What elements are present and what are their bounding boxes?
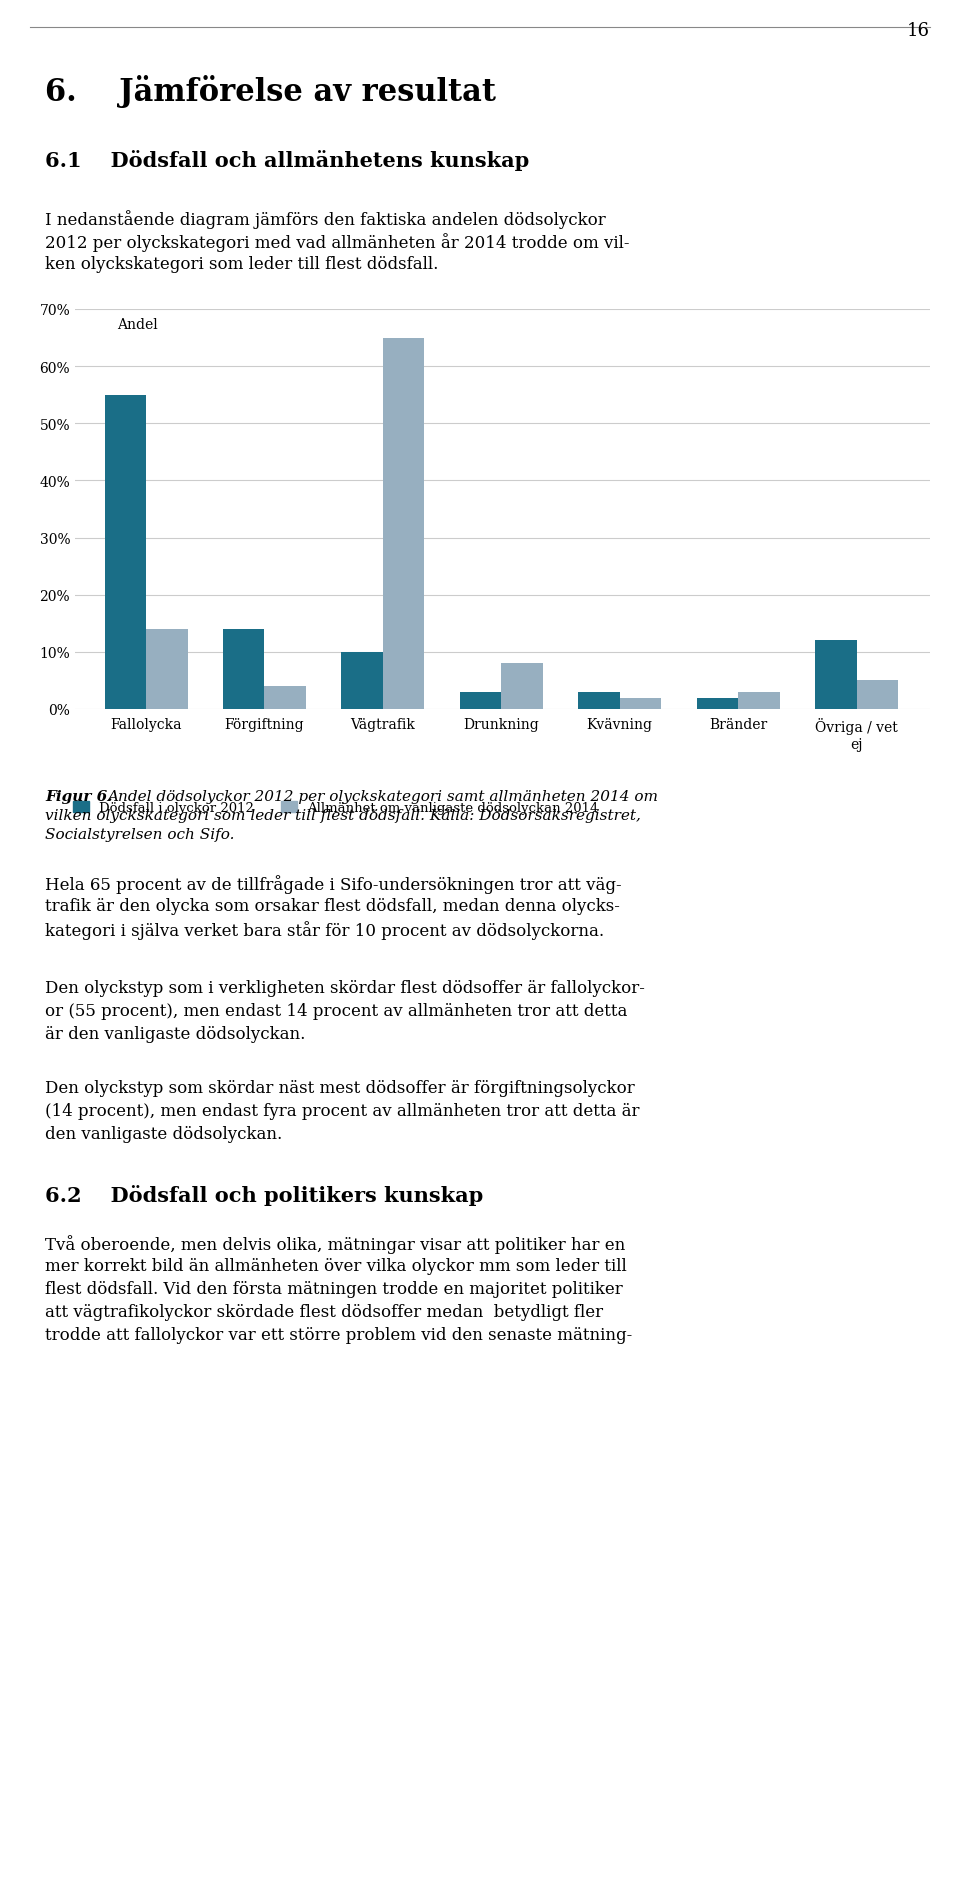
Text: att vägtrafikolyckor skördade flest dödsoffer medan  betydligt fler: att vägtrafikolyckor skördade flest döds… xyxy=(45,1303,603,1320)
Bar xyxy=(223,629,264,710)
Text: I nedanstående diagram jämförs den faktiska andelen dödsolyckor: I nedanstående diagram jämförs den fakti… xyxy=(45,210,606,229)
Text: Figur 6.: Figur 6. xyxy=(45,790,112,803)
Text: mer korrekt bild än allmänheten över vilka olyckor mm som leder till: mer korrekt bild än allmänheten över vil… xyxy=(45,1258,627,1275)
Text: 6.2    Dödsfall och politikers kunskap: 6.2 Dödsfall och politikers kunskap xyxy=(45,1184,483,1205)
Text: Hela 65 procent av de tillfrågade i Sifo-undersökningen tror att väg-: Hela 65 procent av de tillfrågade i Sifo… xyxy=(45,875,622,893)
Text: 6.    Jämförelse av resultat: 6. Jämförelse av resultat xyxy=(45,76,496,108)
Bar xyxy=(105,395,146,710)
Legend: Dödsfall i olyckor 2012, Allmänhet om vanligaste dödsolyckan 2014: Dödsfall i olyckor 2012, Allmänhet om va… xyxy=(73,803,598,814)
Text: 2012 per olyckskategori med vad allmänheten år 2014 trodde om vil-: 2012 per olyckskategori med vad allmänhe… xyxy=(45,232,630,251)
Text: ken olyckskategori som leder till flest dödsfall.: ken olyckskategori som leder till flest … xyxy=(45,255,439,272)
Text: (14 procent), men endast fyra procent av allmänheten tror att detta är: (14 procent), men endast fyra procent av… xyxy=(45,1103,639,1120)
Text: Den olyckstyp som skördar näst mest dödsoffer är förgiftningsolyckor: Den olyckstyp som skördar näst mest döds… xyxy=(45,1079,635,1096)
Text: vilken olyckskategori som leder till flest dödsfall. Källa: Dödsorsaksregistret,: vilken olyckskategori som leder till fle… xyxy=(45,808,641,822)
Bar xyxy=(342,652,383,710)
Bar xyxy=(264,688,306,710)
Bar xyxy=(146,629,187,710)
Text: Den olyckstyp som i verkligheten skördar flest dödsoffer är fallolyckor-: Den olyckstyp som i verkligheten skördar… xyxy=(45,980,645,997)
Bar xyxy=(856,682,898,710)
Text: trafik är den olycka som orsakar flest dödsfall, medan denna olycks-: trafik är den olycka som orsakar flest d… xyxy=(45,897,620,914)
Bar xyxy=(738,693,780,710)
Bar xyxy=(697,699,738,710)
Text: är den vanligaste dödsolyckan.: är den vanligaste dödsolyckan. xyxy=(45,1026,305,1043)
Bar xyxy=(620,699,661,710)
Text: or (55 procent), men endast 14 procent av allmänheten tror att detta: or (55 procent), men endast 14 procent a… xyxy=(45,1003,628,1020)
Text: 6.1    Dödsfall och allmänhetens kunskap: 6.1 Dödsfall och allmänhetens kunskap xyxy=(45,149,529,170)
Bar xyxy=(578,693,620,710)
Text: Andel dödsolyckor 2012 per olyckskategori samt allmänheten 2014 om: Andel dödsolyckor 2012 per olyckskategor… xyxy=(107,790,658,803)
Bar xyxy=(501,663,542,710)
Bar xyxy=(815,640,856,710)
Text: kategori i själva verket bara står för 10 procent av dödsolyckorna.: kategori i själva verket bara står för 1… xyxy=(45,920,604,939)
Text: Två oberoende, men delvis olika, mätningar visar att politiker har en: Två oberoende, men delvis olika, mätning… xyxy=(45,1234,625,1252)
Bar xyxy=(383,338,424,710)
Text: flest dödsfall. Vid den första mätningen trodde en majoritet politiker: flest dödsfall. Vid den första mätningen… xyxy=(45,1281,623,1298)
Text: Andel: Andel xyxy=(117,317,157,332)
Text: den vanligaste dödsolyckan.: den vanligaste dödsolyckan. xyxy=(45,1126,282,1143)
Bar xyxy=(460,693,501,710)
Text: 16: 16 xyxy=(907,23,930,40)
Text: trodde att fallolyckor var ett större problem vid den senaste mätning-: trodde att fallolyckor var ett större pr… xyxy=(45,1326,633,1343)
Text: Socialstyrelsen och Sifo.: Socialstyrelsen och Sifo. xyxy=(45,827,234,842)
